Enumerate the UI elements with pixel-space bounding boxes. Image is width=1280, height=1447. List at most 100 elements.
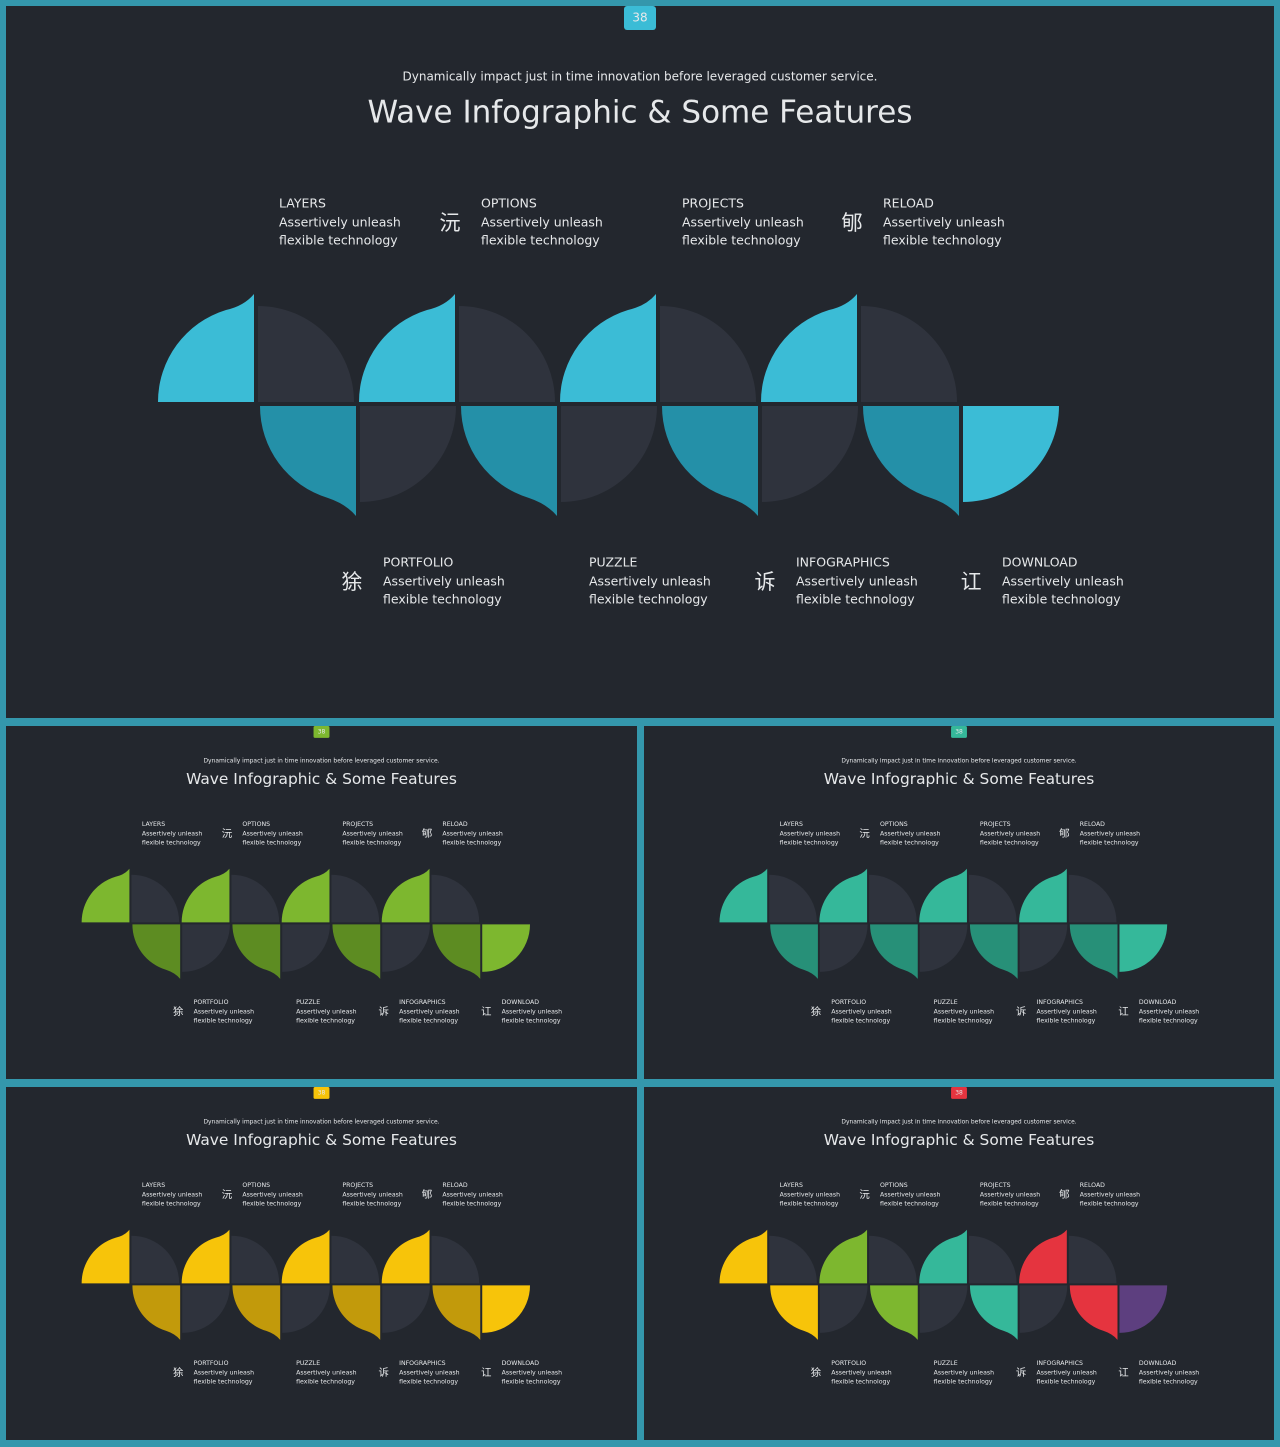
feature-icon: 讧 bbox=[1118, 1006, 1128, 1018]
wave-top bbox=[719, 1229, 768, 1284]
feature-text: Assertively unleash bbox=[934, 1009, 994, 1016]
feature-label: PROJECTS bbox=[980, 821, 1011, 828]
feature-text: flexible technology bbox=[1002, 592, 1121, 607]
wave-bottom bbox=[661, 406, 758, 516]
wave-bottom bbox=[259, 406, 356, 516]
wave-bottom bbox=[969, 924, 1018, 979]
feature-label: RELOAD bbox=[1080, 821, 1105, 828]
feature-text: Assertively unleash bbox=[242, 831, 302, 838]
wave-bottom bbox=[332, 1285, 381, 1340]
wave-bottom bbox=[232, 924, 281, 979]
feature-text: flexible technology bbox=[242, 1201, 301, 1208]
feature-label: RELOAD bbox=[1080, 1182, 1105, 1189]
feature-label: PUZZLE bbox=[934, 1360, 958, 1367]
wave-top bbox=[358, 294, 455, 402]
feature-text: Assertively unleash bbox=[142, 1192, 202, 1199]
feature-icon: 沅 bbox=[859, 827, 870, 840]
feature-text: flexible technology bbox=[1080, 840, 1139, 847]
feature-label: LAYERS bbox=[142, 821, 165, 828]
wave-bottom-dark bbox=[561, 406, 657, 502]
title: Wave Infographic & Some Features bbox=[186, 1131, 457, 1149]
wave-bottom bbox=[862, 406, 959, 516]
feature-text: flexible technology bbox=[831, 1379, 890, 1386]
feature-text: flexible technology bbox=[1139, 1018, 1198, 1025]
feature-text: Assertively unleash bbox=[831, 1370, 891, 1377]
wave-bottom-dark bbox=[762, 406, 858, 502]
feature-text: Assertively unleash bbox=[502, 1370, 562, 1377]
feature-text: flexible technology bbox=[481, 233, 600, 248]
feature-text: Assertively unleash bbox=[442, 1192, 502, 1199]
feature-text: Assertively unleash bbox=[399, 1009, 459, 1016]
feature-text: flexible technology bbox=[1080, 1201, 1139, 1208]
page-number: 38 bbox=[318, 1089, 326, 1096]
feature-text: flexible technology bbox=[442, 1201, 501, 1208]
feature-label: INFOGRAPHICS bbox=[399, 999, 446, 1006]
page-number: 38 bbox=[955, 728, 963, 735]
wave-top bbox=[81, 868, 130, 923]
wave-top-dark bbox=[431, 874, 480, 923]
feature-label: RELOAD bbox=[442, 821, 467, 828]
feature-label: DOWNLOAD bbox=[1139, 1360, 1177, 1367]
feature-text: Assertively unleash bbox=[1002, 574, 1124, 589]
feature-label: DOWNLOAD bbox=[1139, 999, 1177, 1006]
feature-label: RELOAD bbox=[442, 1182, 467, 1189]
wave-bottom-dark bbox=[1019, 924, 1068, 972]
feature-icon: 诉 bbox=[378, 1366, 388, 1379]
feature-text: flexible technology bbox=[502, 1018, 561, 1025]
feature-text: flexible technology bbox=[980, 840, 1039, 847]
feature-text: Assertively unleash bbox=[589, 574, 711, 589]
wave-top-dark bbox=[1068, 1235, 1117, 1284]
feature-text: flexible technology bbox=[399, 1379, 458, 1386]
feature-label: PROJECTS bbox=[342, 821, 373, 828]
feature-label: OPTIONS bbox=[880, 821, 908, 828]
wave-bottom bbox=[432, 1285, 481, 1340]
wave-top bbox=[281, 1229, 330, 1284]
feature-text: flexible technology bbox=[780, 1201, 839, 1208]
feature-icon: 狳 bbox=[342, 570, 363, 594]
page-number: 38 bbox=[318, 728, 326, 735]
feature-text: Assertively unleash bbox=[880, 1192, 940, 1199]
wave-top bbox=[1019, 1229, 1067, 1284]
wave-top bbox=[381, 1229, 430, 1284]
wave-top-dark bbox=[258, 306, 354, 402]
feature-text: Assertively unleash bbox=[780, 1192, 840, 1199]
feature-text: flexible technology bbox=[502, 1379, 561, 1386]
title: Wave Infographic & Some Features bbox=[824, 1131, 1095, 1149]
feature-text: Assertively unleash bbox=[296, 1370, 356, 1377]
feature-text: Assertively unleash bbox=[880, 831, 940, 838]
feature-icon: 讧 bbox=[481, 1006, 491, 1018]
wave-top-dark bbox=[1068, 874, 1117, 923]
feature-label: LAYERS bbox=[780, 821, 803, 828]
feature-label: PORTFOLIO bbox=[194, 1360, 229, 1367]
feature-text: flexible technology bbox=[399, 1018, 458, 1025]
feature-text: Assertively unleash bbox=[194, 1370, 254, 1377]
slide-main: 38 Dynamically impact just in time innova… bbox=[6, 6, 1274, 718]
feature-icon: 诉 bbox=[378, 1005, 388, 1018]
feature-label: PORTFOLIO bbox=[831, 1360, 866, 1367]
wave-end bbox=[963, 406, 1059, 502]
feature-icon: 郇 bbox=[422, 827, 433, 840]
feature-text: flexible technology bbox=[934, 1379, 993, 1386]
wave-bottom-dark bbox=[360, 406, 456, 502]
feature-text: Assertively unleash bbox=[883, 215, 1005, 230]
wave-top bbox=[81, 1229, 130, 1284]
wave-end bbox=[1119, 924, 1168, 972]
wave-top bbox=[1019, 868, 1067, 923]
feature-text: flexible technology bbox=[883, 233, 1002, 248]
wave-bottom-dark bbox=[1019, 1285, 1068, 1333]
wave-top-dark bbox=[131, 1235, 180, 1284]
wave-top-dark bbox=[231, 874, 280, 923]
wave-top-dark bbox=[131, 874, 180, 923]
wave-bottom-dark bbox=[182, 1285, 230, 1333]
feature-text: Assertively unleash bbox=[796, 574, 918, 589]
feature-label: PROJECTS bbox=[342, 1182, 373, 1189]
feature-text: Assertively unleash bbox=[342, 831, 402, 838]
wave-top bbox=[760, 294, 857, 402]
feature-text: flexible technology bbox=[796, 592, 915, 607]
feature-icon: 诉 bbox=[1016, 1005, 1026, 1018]
feature-text: flexible technology bbox=[589, 592, 708, 607]
wave-top-dark bbox=[968, 1235, 1017, 1284]
feature-text: Assertively unleash bbox=[242, 1192, 302, 1199]
feature-text: flexible technology bbox=[383, 592, 502, 607]
